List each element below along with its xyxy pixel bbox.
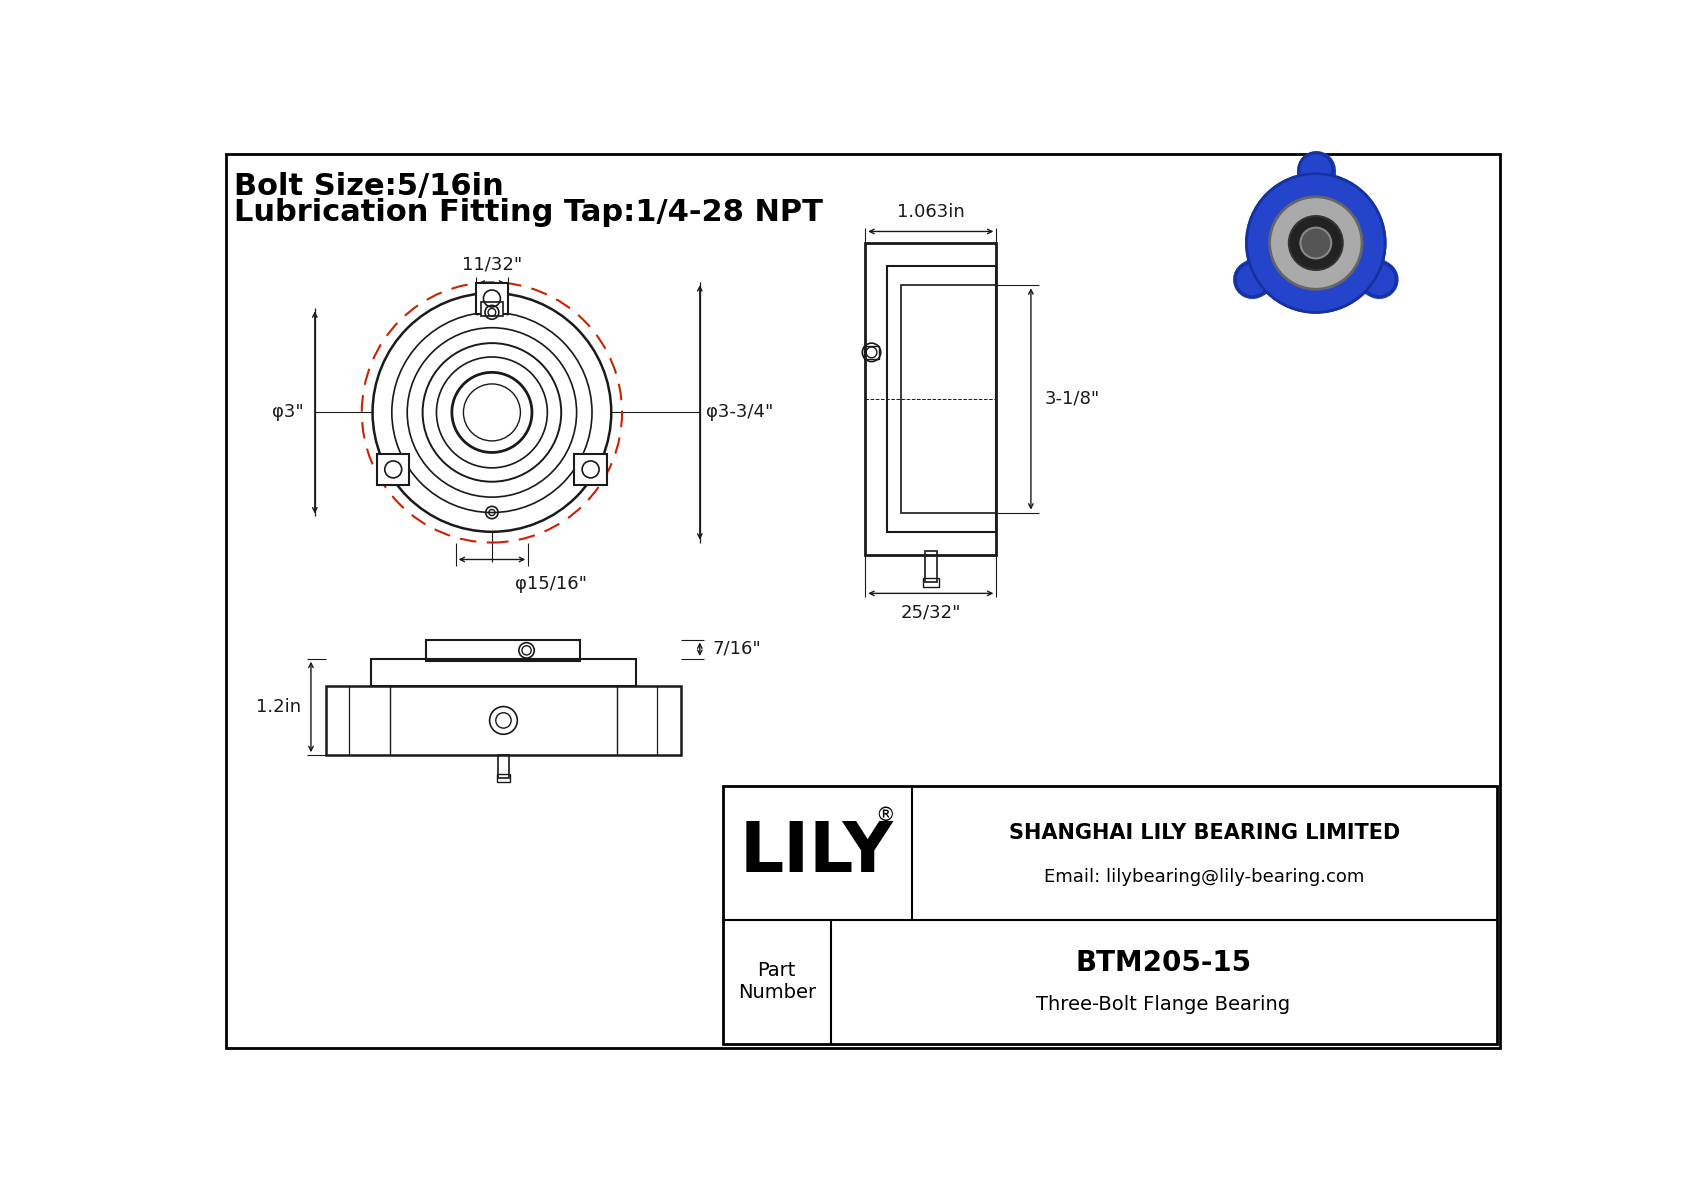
Bar [864,347,879,358]
Text: BTM205-15: BTM205-15 [1076,949,1251,978]
Bar [370,659,637,686]
Bar [327,686,680,755]
Bar [574,454,606,485]
Text: ®: ® [874,805,894,824]
Text: 1.2in: 1.2in [256,698,301,716]
Bar [482,303,504,316]
Bar [887,266,997,531]
Text: φ15/16": φ15/16" [515,575,588,593]
Circle shape [1236,263,1270,297]
Circle shape [1270,197,1362,289]
Text: 3-1/8": 3-1/8" [1044,389,1100,407]
Text: LILY: LILY [739,819,894,886]
Bar [901,286,997,512]
Bar [477,283,509,314]
Bar [925,551,936,582]
Circle shape [1246,174,1386,312]
Text: Part
Number: Part Number [738,961,815,1002]
Text: Lubrication Fitting Tap:1/4-28 NPT: Lubrication Fitting Tap:1/4-28 NPT [234,199,823,227]
Text: 7/16": 7/16" [712,640,761,657]
Circle shape [1300,227,1332,258]
Circle shape [1288,216,1342,270]
Circle shape [1298,152,1332,187]
Text: φ3-3/4": φ3-3/4" [706,404,773,422]
Bar [498,755,509,778]
Text: Three-Bolt Flange Bearing: Three-Bolt Flange Bearing [1036,994,1290,1014]
Bar [497,774,510,782]
Text: 11/32": 11/32" [461,255,522,273]
Bar [377,454,409,485]
Circle shape [1362,263,1396,297]
Text: Bolt Size:5/16in: Bolt Size:5/16in [234,173,504,201]
Text: Email: lilybearing@lily-bearing.com: Email: lilybearing@lily-bearing.com [1044,868,1364,886]
Circle shape [1246,174,1386,312]
Text: SHANGHAI LILY BEARING LIMITED: SHANGHAI LILY BEARING LIMITED [1009,823,1399,843]
Text: 25/32": 25/32" [901,604,962,622]
Bar [923,578,938,587]
Bar [722,786,1497,1043]
Bar [866,243,997,555]
Text: 1.063in: 1.063in [898,204,965,222]
Text: φ3": φ3" [271,404,303,422]
Bar [426,640,581,661]
